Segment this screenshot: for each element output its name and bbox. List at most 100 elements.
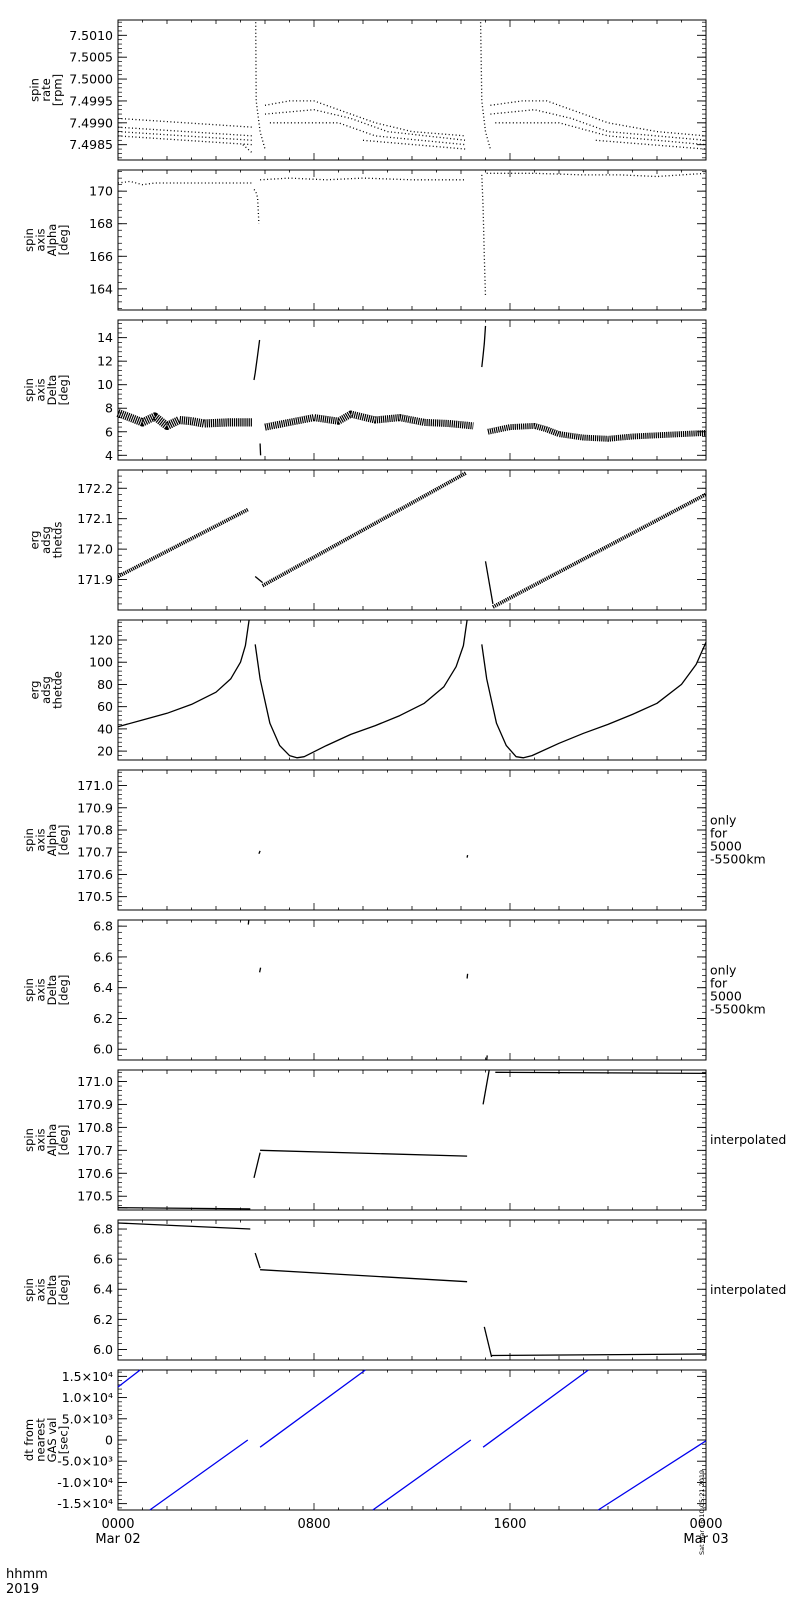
y-tick-label: 170.7 [77,845,113,860]
data-series-segment [491,1353,707,1357]
y-tick-label: 6.0 [93,1342,113,1357]
data-series-segment [117,619,250,728]
plot-frame [117,619,707,761]
y-tick-label: 170 [89,184,113,199]
y-tick-label: 12 [97,354,113,369]
data-series-segment [484,561,494,605]
right-note-line: only [710,813,737,828]
data-series-segment [595,139,707,150]
panel-8: 170.5 170.6 170.7 170.8 170.9 171.0 spinaxisAl… [22,1069,786,1211]
plot-frame [117,769,707,911]
data-series-segment [490,109,707,141]
time-tick-label: 0000 [689,1517,722,1532]
y-tick-label: 170.9 [77,800,113,815]
data-series-segment [269,122,466,146]
y-tick-label: 6.0 [93,1042,113,1057]
data-series-segment [264,109,466,141]
y-axis-label-line: [deg] [56,1275,70,1306]
right-note-line: -5500km [710,1002,766,1017]
time-tick-label: 0000 [101,1517,134,1532]
data-series-band [117,507,249,579]
data-series-segment [253,339,261,381]
y-tick-label: 40 [97,721,113,736]
y-axis-label-line: adsg [39,526,53,554]
y-tick-label: -1.0×10⁴ [57,1475,113,1490]
data-series-segment [481,641,707,759]
y-axis-label-line: [rpm] [51,74,65,106]
y-tick-label: -5.0×10³ [57,1454,113,1469]
y-tick-label: 5.0×10³ [62,1411,113,1426]
data-series-segment [490,100,707,137]
panel-10: -1.5×10⁴ -1.0×10⁴ -5.0×10³ 0 5.0×10³ 1.0×10⁴ 1… [22,1369,707,1511]
y-axis-label-line: Delta [45,375,59,406]
plot-frame [117,919,707,1061]
data-series-segment [372,1439,472,1511]
y-tick-label: 172.2 [77,481,113,496]
y-axis-label-line: spin [22,1278,36,1302]
data-series-segment [486,172,707,178]
y-tick-label: 170.8 [77,1120,113,1135]
y-axis-label-line: Alpha [45,824,59,857]
data-series-band [264,410,474,431]
plot-frame [117,169,707,311]
data-series-segment [117,117,253,128]
y-tick-label: 6.4 [93,980,113,995]
y-tick-label: 170.8 [77,823,113,838]
data-series-segment [149,1439,249,1511]
y-axis-label-line: [sec] [56,1426,70,1454]
data-series-segment [260,1149,468,1157]
data-series-segment [481,325,487,368]
time-axis-label-line1: hhmm [6,1567,48,1582]
y-axis-label-line: spin [22,978,36,1002]
data-series-segment [483,1326,493,1358]
right-note-line: for [710,826,728,841]
right-note-line: interpolated [710,1282,786,1297]
data-series-segment [260,177,466,181]
data-series-segment [482,1069,490,1105]
data-series-segment [597,1440,707,1511]
y-tick-label: 0 [105,1433,113,1448]
y-axis-label-line: thetds [51,522,65,559]
y-axis-label-line: [deg] [56,375,70,406]
y-axis-label-line: spin [22,228,36,252]
y-axis-label-line: Delta [45,1275,59,1306]
y-axis-label-line: Alpha [45,1124,59,1157]
y-tick-label: 6.2 [93,1312,113,1327]
data-series-segment [258,967,262,973]
y-tick-label: 6.6 [93,949,113,964]
data-series-segment [466,854,469,858]
y-tick-label: -1.5×10⁴ [57,1496,113,1511]
data-series-segment [247,919,250,925]
y-tick-label: 172.0 [77,542,113,557]
data-series-band [492,492,707,609]
y-axis-label-line: axis [33,828,47,851]
y-tick-label: 171.0 [77,1074,113,1089]
y-tick-label: 170.6 [77,1166,113,1181]
y-tick-label: 7.5000 [69,72,113,87]
data-series-band [487,422,707,442]
right-note-line: 5000 [710,989,742,1004]
y-tick-label: 171.0 [77,778,113,793]
y-tick-label: 170.5 [77,889,113,904]
right-note-line: -5500km [710,852,766,867]
y-tick-label: 6.4 [93,1282,113,1297]
data-series-segment [259,1369,366,1448]
plot-frame [117,1069,707,1211]
y-tick-label: 4 [105,448,113,463]
generation-stamp: Sat Mar 16 10:05:21 2019 [698,1470,706,1555]
y-tick-label: 60 [97,699,113,714]
y-axis-label-line: axis [33,1128,47,1151]
y-tick-label: 1.5×10⁴ [62,1369,113,1384]
y-axis-label-line: thetde [51,671,65,709]
data-series-segment [479,22,492,150]
data-series-segment [264,100,466,137]
y-tick-label: 172.1 [77,511,113,526]
data-series-segment [481,174,487,298]
y-tick-label: 168 [89,216,113,231]
y-axis-label-line: axis [33,228,47,251]
data-series-band [116,409,253,430]
time-tick-date-label: Mar 02 [95,1532,140,1547]
data-series-segment [117,135,253,146]
y-tick-label: 6.8 [93,1222,113,1237]
